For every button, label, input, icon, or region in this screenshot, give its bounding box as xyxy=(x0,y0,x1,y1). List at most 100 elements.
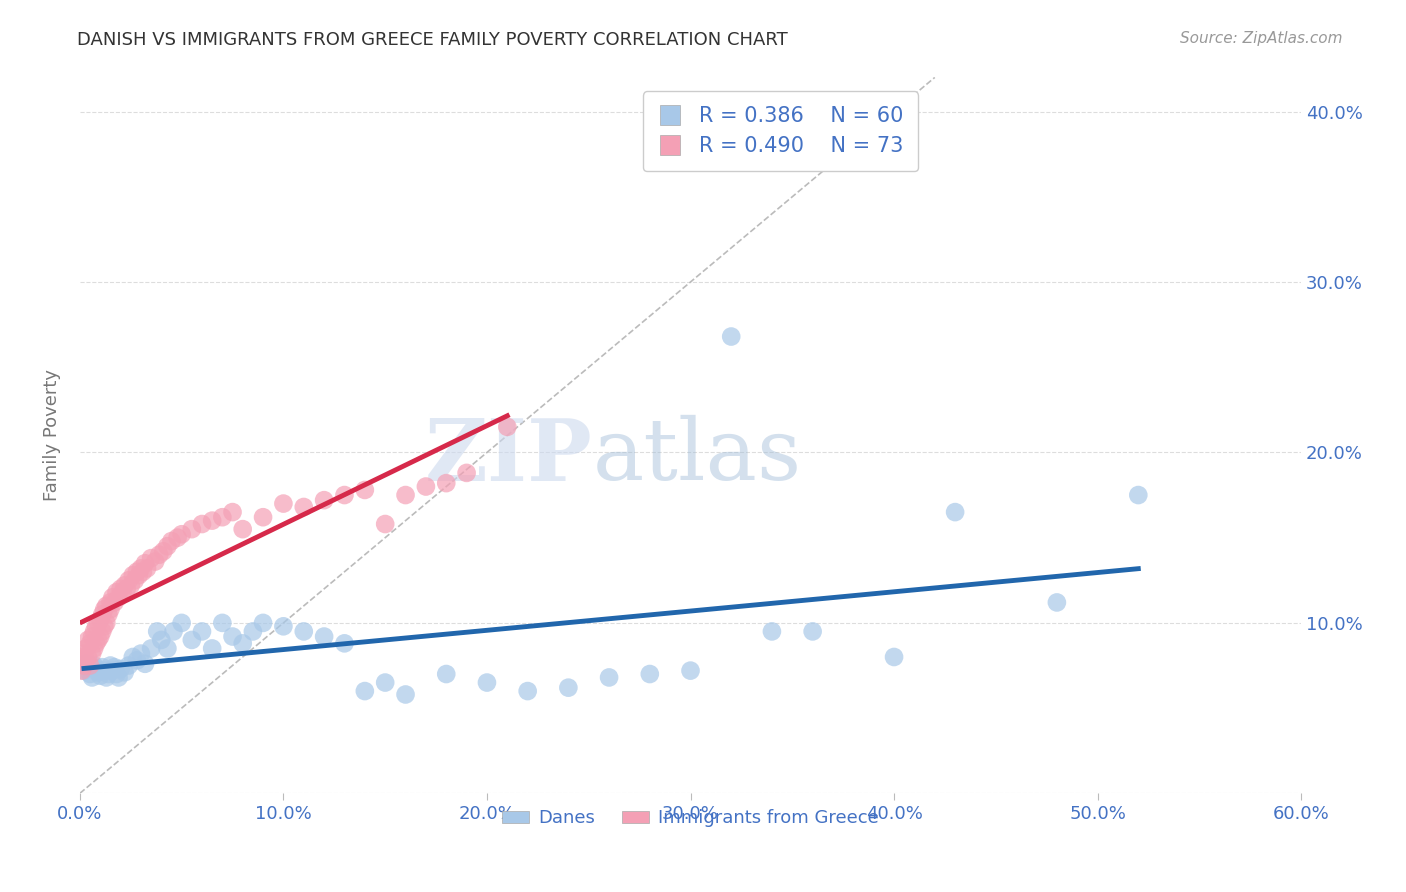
Point xyxy=(83,624,105,639)
Point xyxy=(70,664,93,678)
Point xyxy=(273,619,295,633)
Point xyxy=(83,658,105,673)
Point xyxy=(221,505,243,519)
Point xyxy=(516,684,538,698)
Point xyxy=(80,647,103,661)
Point xyxy=(114,665,136,680)
Point xyxy=(180,522,202,536)
Point xyxy=(100,595,122,609)
Point xyxy=(353,684,375,698)
Point xyxy=(232,636,254,650)
Point xyxy=(139,551,162,566)
Point xyxy=(415,479,437,493)
Point xyxy=(91,660,114,674)
Point xyxy=(96,615,118,630)
Point xyxy=(75,641,97,656)
Point xyxy=(201,514,224,528)
Point xyxy=(394,488,416,502)
Point xyxy=(124,574,146,588)
Point xyxy=(162,624,184,639)
Point xyxy=(121,568,143,582)
Point xyxy=(96,599,118,613)
Point xyxy=(73,647,96,661)
Text: DANISH VS IMMIGRANTS FROM GREECE FAMILY POVERTY CORRELATION CHART: DANISH VS IMMIGRANTS FROM GREECE FAMILY … xyxy=(77,31,789,49)
Point xyxy=(333,488,356,502)
Point xyxy=(333,636,356,650)
Point xyxy=(77,632,100,647)
Point xyxy=(84,662,107,676)
Text: ZIP: ZIP xyxy=(425,415,593,499)
Point xyxy=(232,522,254,536)
Point xyxy=(148,548,170,562)
Point xyxy=(170,615,193,630)
Point xyxy=(761,624,783,639)
Point xyxy=(105,585,128,599)
Point xyxy=(292,624,315,639)
Point xyxy=(83,641,105,656)
Point xyxy=(252,615,274,630)
Point xyxy=(475,675,498,690)
Point xyxy=(180,632,202,647)
Point xyxy=(97,667,120,681)
Point xyxy=(143,555,166,569)
Point xyxy=(91,607,114,622)
Point xyxy=(107,591,129,605)
Point xyxy=(111,585,134,599)
Point xyxy=(77,650,100,665)
Point xyxy=(374,516,396,531)
Point xyxy=(103,660,125,674)
Point xyxy=(132,565,155,579)
Point xyxy=(84,619,107,633)
Point xyxy=(720,329,742,343)
Point xyxy=(89,612,111,626)
Point xyxy=(146,624,169,639)
Point xyxy=(93,619,115,633)
Point xyxy=(87,632,110,647)
Point xyxy=(252,510,274,524)
Point xyxy=(118,658,141,673)
Point xyxy=(107,670,129,684)
Point xyxy=(374,675,396,690)
Point xyxy=(139,641,162,656)
Point xyxy=(160,534,183,549)
Point xyxy=(110,582,132,596)
Point xyxy=(96,670,118,684)
Point xyxy=(125,565,148,579)
Point xyxy=(89,630,111,644)
Point xyxy=(191,624,214,639)
Point xyxy=(801,624,824,639)
Point xyxy=(136,561,159,575)
Point xyxy=(84,636,107,650)
Point xyxy=(118,574,141,588)
Point xyxy=(114,578,136,592)
Point xyxy=(128,568,150,582)
Point xyxy=(434,476,457,491)
Point xyxy=(221,630,243,644)
Point xyxy=(557,681,579,695)
Point xyxy=(129,647,152,661)
Point xyxy=(79,658,101,673)
Point xyxy=(638,667,661,681)
Text: Source: ZipAtlas.com: Source: ZipAtlas.com xyxy=(1180,31,1343,46)
Point xyxy=(156,539,179,553)
Point xyxy=(87,615,110,630)
Point xyxy=(242,624,264,639)
Text: atlas: atlas xyxy=(593,416,801,499)
Point xyxy=(156,641,179,656)
Point xyxy=(101,664,124,678)
Point xyxy=(314,493,336,508)
Point xyxy=(89,669,111,683)
Point xyxy=(115,582,138,596)
Point xyxy=(134,657,156,671)
Point xyxy=(110,662,132,676)
Point xyxy=(100,658,122,673)
Point xyxy=(1046,595,1069,609)
Point xyxy=(1128,488,1150,502)
Point xyxy=(496,420,519,434)
Point xyxy=(73,658,96,673)
Point xyxy=(77,660,100,674)
Point xyxy=(125,653,148,667)
Point xyxy=(75,653,97,667)
Point xyxy=(75,657,97,671)
Point xyxy=(97,607,120,622)
